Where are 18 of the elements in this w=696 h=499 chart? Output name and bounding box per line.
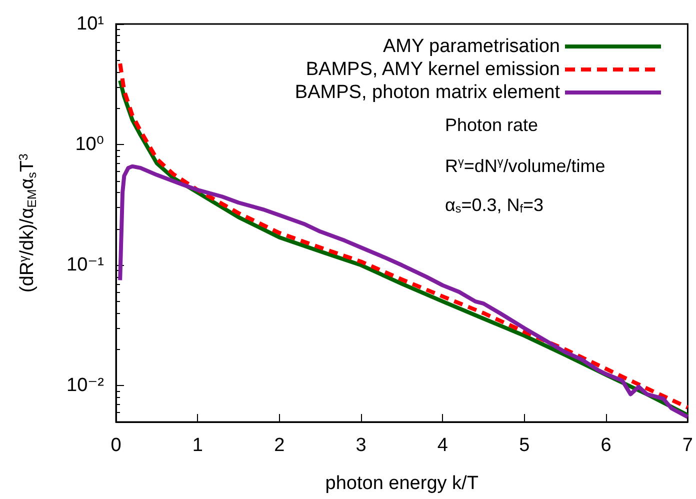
y-axis-title: (dRγ/dk)/αEMαsT3 xyxy=(16,153,39,292)
x-axis-title: photon energy k/T xyxy=(325,473,479,494)
x-tick-label: 6 xyxy=(600,435,612,456)
legend-label: AMY parametrisation xyxy=(382,36,560,57)
x-tick-label: 7 xyxy=(682,435,694,456)
y-tick-label: 10⁻¹ xyxy=(66,254,104,276)
x-tick-label: 0 xyxy=(110,435,122,456)
x-tick-label: 3 xyxy=(356,435,366,456)
y-tick-label: 10¹ xyxy=(76,14,104,34)
annotation: Photon rate xyxy=(445,115,538,135)
x-tick-label: 2 xyxy=(274,435,285,456)
x-tick-label: 4 xyxy=(437,435,448,456)
legend-label: BAMPS, photon matrix element xyxy=(294,82,561,103)
x-tick-label: 1 xyxy=(192,435,203,456)
y-tick-label: 10⁰ xyxy=(75,134,104,156)
y-tick-label: 10⁻² xyxy=(66,375,104,396)
legend-label: BAMPS, AMY kernel emission xyxy=(306,59,560,80)
x-tick-label: 5 xyxy=(519,435,530,456)
